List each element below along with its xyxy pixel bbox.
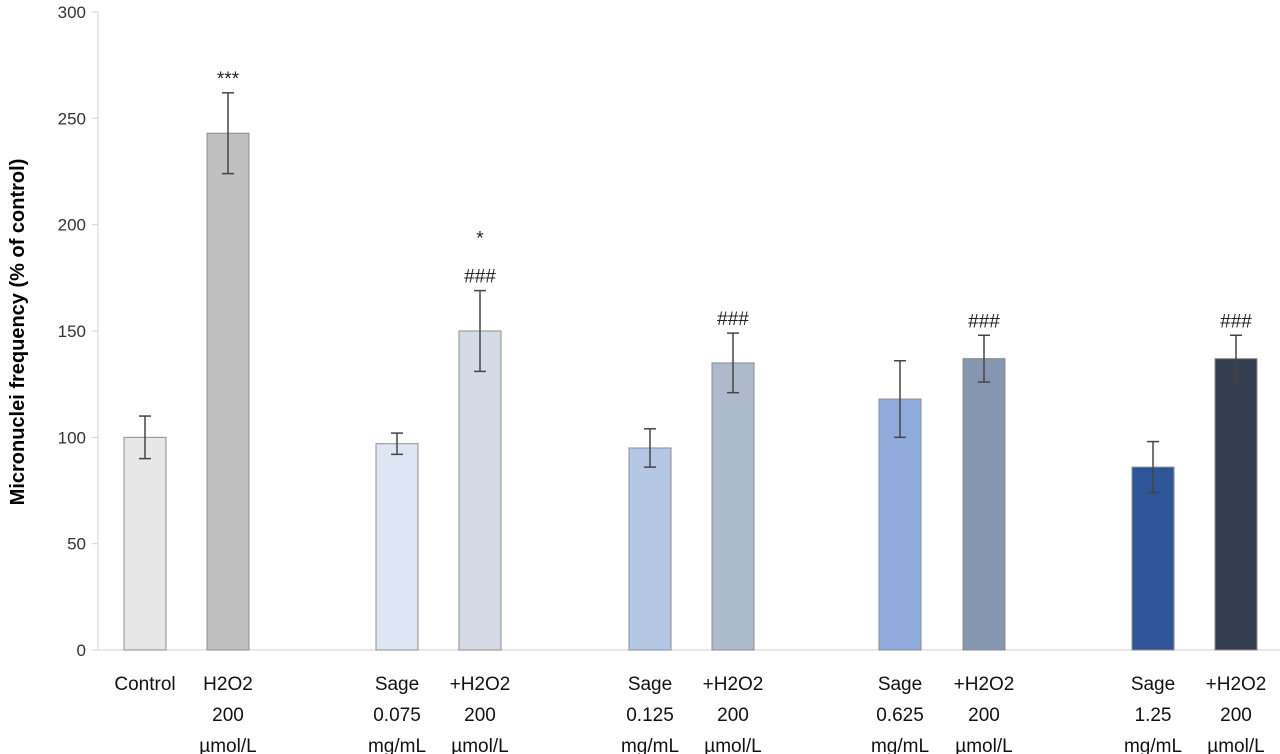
bar xyxy=(123,436,167,651)
y-tick-label: 150 xyxy=(58,322,86,341)
bar xyxy=(628,447,672,651)
category-label: 200 xyxy=(212,705,244,726)
bar xyxy=(206,132,250,651)
category-label: µmol/L xyxy=(704,736,761,754)
y-tick-label: 300 xyxy=(58,3,86,22)
significance-annotation: ### xyxy=(717,309,749,330)
category-label: mg/mL xyxy=(871,736,929,754)
bar xyxy=(711,362,755,651)
category-label: mg/mL xyxy=(621,736,679,754)
category-label: 200 xyxy=(717,705,749,726)
category-label: µmol/L xyxy=(1207,736,1264,754)
category-label: 1.25 xyxy=(1135,705,1172,726)
category-label: µmol/L xyxy=(955,736,1012,754)
category-label: 200 xyxy=(968,705,1000,726)
category-label: 0.625 xyxy=(876,705,924,726)
significance-annotation: ### xyxy=(464,267,496,288)
category-label: µmol/L xyxy=(199,736,256,754)
category-label: Sage xyxy=(375,674,419,695)
category-label: +H2O2 xyxy=(954,674,1015,695)
category-label: +H2O2 xyxy=(450,674,511,695)
bar xyxy=(962,358,1006,651)
y-tick-label: 50 xyxy=(67,535,86,554)
significance-annotation: * xyxy=(476,229,484,250)
significance-annotation: ### xyxy=(1220,311,1252,332)
category-label: mg/mL xyxy=(368,736,426,754)
category-label: H2O2 xyxy=(203,674,253,695)
bar xyxy=(458,330,502,651)
category-label: +H2O2 xyxy=(1206,674,1267,695)
category-label: Control xyxy=(114,674,175,695)
significance-annotation: *** xyxy=(217,69,240,90)
y-tick-label: 250 xyxy=(58,109,86,128)
category-label: 0.075 xyxy=(373,705,421,726)
y-tick-label: 100 xyxy=(58,428,86,447)
category-label: Sage xyxy=(878,674,922,695)
y-tick-label: 200 xyxy=(58,216,86,235)
bar xyxy=(1214,358,1258,651)
category-label: 0.125 xyxy=(626,705,674,726)
y-axis-title: Micronuclei frequency (% of control) xyxy=(7,159,29,506)
category-label: mg/mL xyxy=(1124,736,1182,754)
category-label: 200 xyxy=(1220,705,1252,726)
significance-annotation: ### xyxy=(968,311,1000,332)
category-label: Sage xyxy=(1131,674,1175,695)
bar xyxy=(375,443,419,651)
y-tick-label: 0 xyxy=(77,641,86,660)
category-label: +H2O2 xyxy=(703,674,764,695)
category-label: µmol/L xyxy=(451,736,508,754)
bar xyxy=(878,398,922,651)
category-label: 200 xyxy=(464,705,496,726)
bar xyxy=(1131,466,1175,651)
category-label: Sage xyxy=(628,674,672,695)
